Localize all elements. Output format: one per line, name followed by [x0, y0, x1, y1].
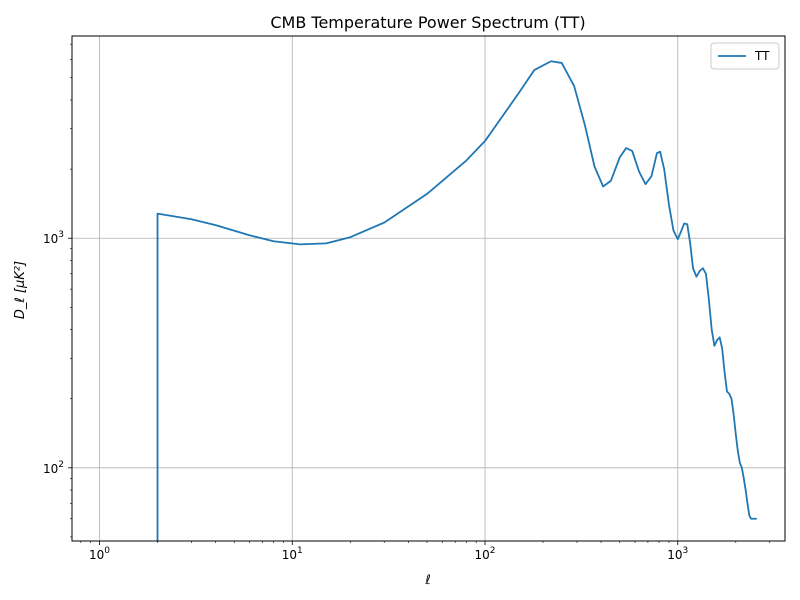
plot-frame — [71, 35, 786, 542]
x-tick-exponent: 1 — [297, 546, 303, 556]
plot-area — [156, 60, 758, 542]
x-tick-exponent: 3 — [683, 546, 689, 556]
series-line-tt — [156, 60, 758, 542]
x-tick-exponent: 2 — [490, 546, 496, 556]
y-axis-label: D_ℓ [μK²] — [13, 261, 28, 319]
y-tick-exponent: 2 — [58, 460, 64, 470]
x-axis-label: ℓ — [424, 573, 430, 588]
x-tick-exponent: 0 — [104, 546, 110, 556]
chart-title: CMB Temperature Power Spectrum (TT) — [270, 13, 585, 32]
y-tick-exponent: 3 — [58, 230, 64, 240]
legend: TT — [710, 42, 780, 70]
legend-label: TT — [754, 49, 770, 63]
grid — [72, 36, 785, 541]
